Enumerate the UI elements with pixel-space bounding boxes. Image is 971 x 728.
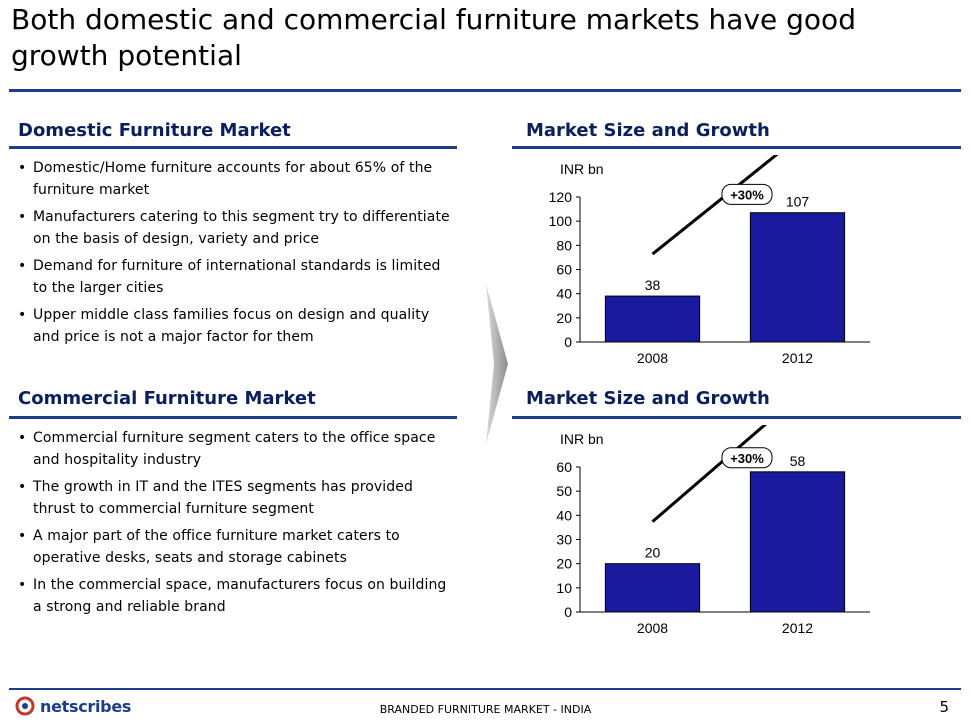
- x-tick-label: 2008: [637, 620, 668, 636]
- y-tick-label: 10: [556, 580, 572, 596]
- footer-title: BRANDED FURNITURE MARKET - INDIA: [379, 703, 592, 716]
- domestic-chart-heading: Market Size and Growth: [526, 120, 770, 141]
- y-tick-label: 60: [556, 459, 572, 475]
- data-label: 20: [645, 545, 661, 561]
- domestic-heading-rule: [9, 146, 457, 149]
- growth-label: +30%: [730, 451, 764, 466]
- commercial-heading: Commercial Furniture Market: [18, 388, 316, 409]
- x-tick-label: 2012: [782, 350, 813, 366]
- bar-2008: [604, 295, 701, 343]
- x-tick-label: 2012: [782, 620, 813, 636]
- x-tick-label: 2008: [637, 350, 668, 366]
- y-tick-label: 20: [556, 556, 572, 572]
- data-label: 58: [790, 453, 806, 469]
- bullet-item: Upper middle class families focus on des…: [18, 304, 458, 348]
- y-tick-label: 60: [556, 262, 572, 278]
- commercial-heading-rule: [9, 416, 457, 419]
- unit-label: INR bn: [560, 431, 604, 447]
- y-tick-label: 40: [556, 286, 572, 302]
- page-number: 5: [939, 698, 949, 716]
- y-tick-label: 20: [556, 310, 572, 326]
- unit-label: INR bn: [560, 161, 604, 177]
- footer-divider: [9, 688, 961, 690]
- netscribes-logo: netscribes: [14, 696, 131, 716]
- y-tick-label: 50: [556, 483, 572, 499]
- commercial-chart-heading-rule: [512, 416, 961, 419]
- y-tick-label: 0: [564, 604, 572, 620]
- bullet-item: Domestic/Home furniture accounts for abo…: [18, 157, 458, 201]
- growth-label: +30%: [730, 187, 764, 202]
- growth-badge: [721, 183, 773, 205]
- y-tick-label: 0: [564, 334, 572, 350]
- data-label: 38: [645, 277, 661, 293]
- growth-badge: [721, 447, 773, 469]
- commercial-bullet-list: Commercial furniture segment caters to t…: [18, 427, 458, 623]
- bullet-item: In the commercial space, manufacturers f…: [18, 574, 458, 618]
- y-tick-label: 100: [549, 213, 573, 229]
- chevron-arrow-icon: [486, 284, 508, 444]
- title-divider: [9, 89, 961, 92]
- slide-title: Both domestic and commercial furniture m…: [11, 3, 856, 72]
- bullet-item: A major part of the office furniture mar…: [18, 525, 458, 569]
- domestic-heading: Domestic Furniture Market: [18, 120, 291, 141]
- domestic-chart-heading-rule: [512, 146, 961, 149]
- y-tick-label: 120: [549, 189, 573, 205]
- domestic-bullet-list: Domestic/Home furniture accounts for abo…: [18, 157, 458, 353]
- domestic-market-chart: INR bn 0 20 40 60 80 100 120 38 2008 107 2012 +30%: [549, 155, 870, 366]
- y-tick-label: 30: [556, 532, 572, 548]
- commercial-chart-heading: Market Size and Growth: [526, 388, 770, 409]
- bullet-item: Manufacturers catering to this segment t…: [18, 206, 458, 250]
- bullet-item: Commercial furniture segment caters to t…: [18, 427, 458, 471]
- bar-2008: [604, 563, 701, 613]
- y-tick-label: 40: [556, 507, 572, 523]
- commercial-market-chart: INR bn 0 10 20 30 40 50 60 20 2008 58 2012 +30%: [556, 425, 870, 636]
- logo-mark-icon: [15, 696, 35, 716]
- bullet-item: The growth in IT and the ITES segments h…: [18, 476, 458, 520]
- y-tick-label: 80: [556, 237, 572, 253]
- bullet-item: Demand for furniture of international st…: [18, 255, 458, 299]
- data-label: 107: [786, 194, 810, 210]
- bar-2012: [749, 471, 846, 613]
- logo-text: netscribes: [40, 696, 132, 716]
- bar-2012: [749, 212, 846, 343]
